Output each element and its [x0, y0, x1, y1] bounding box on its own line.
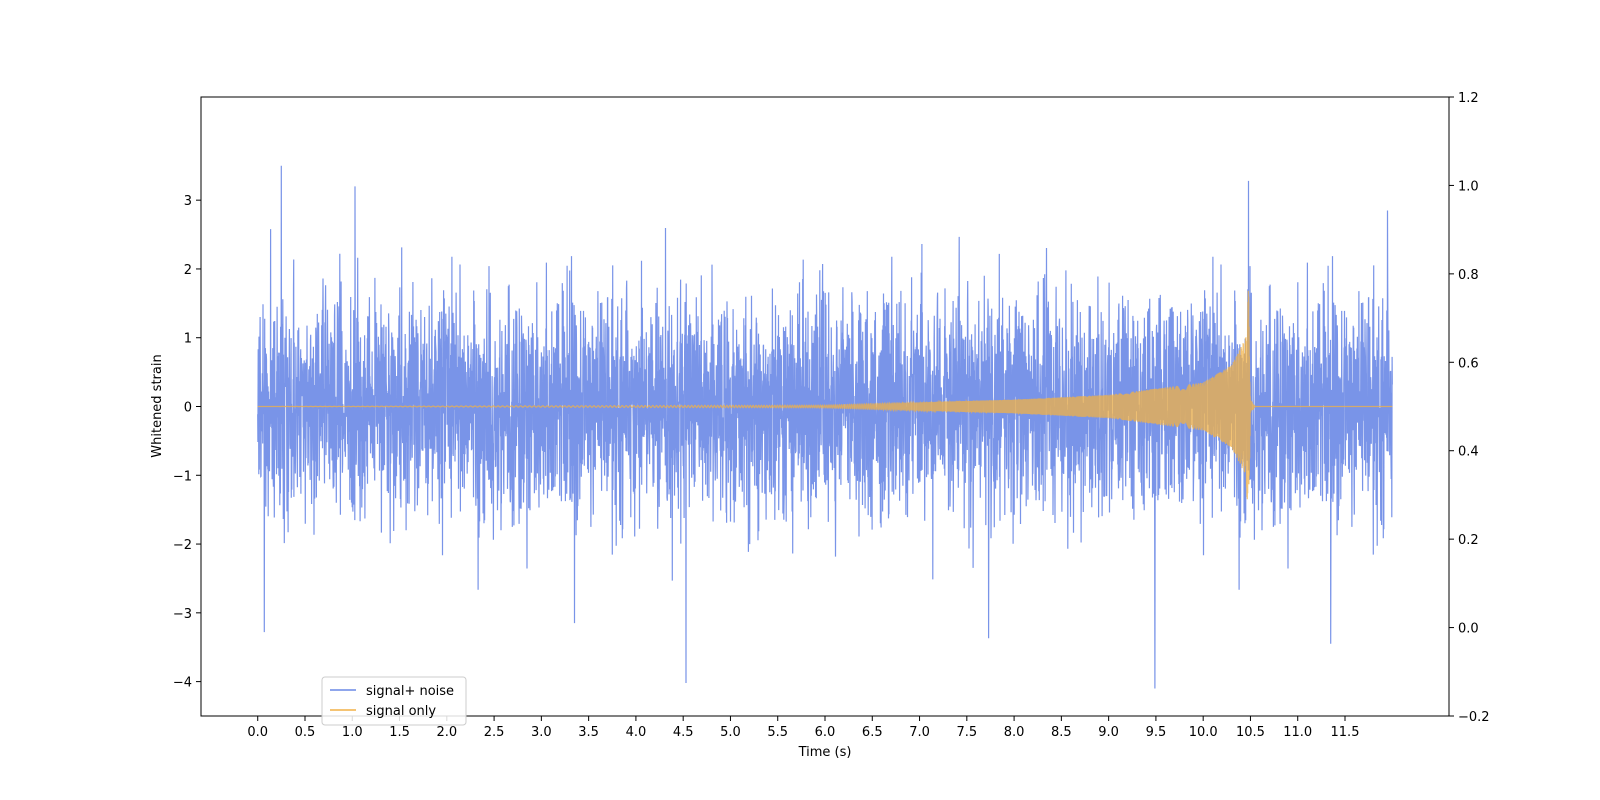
y-tick-label: 2 — [184, 263, 192, 278]
x-tick-label: 3.0 — [531, 725, 552, 740]
y-tick-label: −3 — [173, 607, 192, 622]
x-tick-label: 0.5 — [295, 725, 316, 740]
y2-tick-label: −0.2 — [1458, 710, 1490, 725]
x-axis-label: Time (s) — [798, 745, 852, 760]
y-tick-label: 1 — [184, 332, 192, 347]
y-axis-label: Whitened strain — [150, 354, 165, 457]
x-tick-label: 4.5 — [673, 725, 694, 740]
x-tick-label: 7.0 — [909, 725, 930, 740]
y-tick-label: 0 — [184, 401, 192, 416]
legend-label-signal-only: signal only — [366, 704, 436, 719]
y-axis-right: −0.2 0.0 0.2 0.4 0.6 0.8 1.0 1.2 — [1449, 91, 1490, 725]
x-tick-label: 9.5 — [1146, 725, 1167, 740]
y2-tick-label: 1.2 — [1458, 91, 1479, 106]
x-tick-label: 5.5 — [767, 725, 788, 740]
y2-tick-label: 0.6 — [1458, 356, 1479, 371]
x-tick-label: 1.5 — [389, 725, 410, 740]
x-tick-label: 8.5 — [1051, 725, 1072, 740]
y-tick-label: 3 — [184, 194, 192, 209]
x-tick-label: 8.0 — [1004, 725, 1025, 740]
x-tick-label: 10.5 — [1236, 725, 1265, 740]
y2-tick-label: 0.8 — [1458, 268, 1479, 283]
x-tick-label: 1.0 — [342, 725, 363, 740]
x-tick-label: 0.0 — [247, 725, 268, 740]
legend: signal+ noise signal only — [321, 676, 467, 726]
line-signal-only — [257, 290, 1393, 500]
y2-tick-label: 0.0 — [1458, 622, 1479, 637]
x-tick-label: 4.0 — [626, 725, 647, 740]
x-tick-label: 11.5 — [1331, 725, 1360, 740]
x-tick-label: 6.0 — [815, 725, 836, 740]
x-tick-label: 2.5 — [484, 725, 505, 740]
plot-area — [257, 165, 1393, 689]
x-tick-label: 5.0 — [720, 725, 741, 740]
series-signal-only — [257, 290, 1393, 500]
x-tick-label: 10.0 — [1189, 725, 1218, 740]
legend-label-signal-plus-noise: signal+ noise — [366, 684, 454, 699]
y2-tick-label: 0.4 — [1458, 445, 1479, 460]
legend-box — [321, 676, 467, 726]
x-tick-label: 3.5 — [578, 725, 599, 740]
x-tick-label: 11.0 — [1283, 725, 1312, 740]
x-tick-label: 2.0 — [436, 725, 457, 740]
y2-tick-label: 1.0 — [1458, 179, 1479, 194]
y-tick-label: −4 — [173, 676, 192, 691]
x-tick-label: 7.5 — [956, 725, 977, 740]
x-tick-label: 6.5 — [862, 725, 883, 740]
y-axis-left: −4 −3 −2 −1 0 1 2 3 — [173, 194, 201, 691]
x-tick-label: 9.0 — [1098, 725, 1119, 740]
y-tick-label: −1 — [173, 469, 192, 484]
x-axis: 0.0 0.5 1.0 1.5 2.0 2.5 3.0 3.5 4.0 4.5 5.0 5.5 6.0 6… — [247, 716, 1359, 740]
y-tick-label: −2 — [173, 538, 192, 553]
y2-tick-label: 0.2 — [1458, 533, 1479, 548]
